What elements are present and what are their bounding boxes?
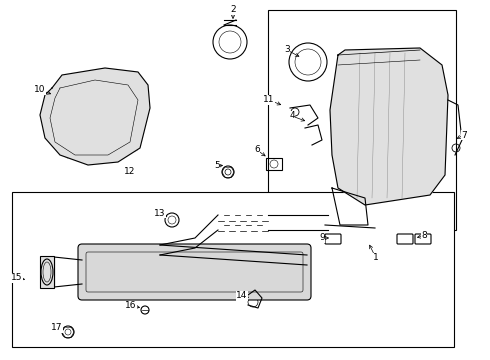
- Text: 3: 3: [284, 45, 290, 54]
- Bar: [268, 10, 456, 230]
- Text: 10: 10: [34, 85, 46, 94]
- Text: 2: 2: [230, 5, 236, 14]
- Text: 11: 11: [263, 95, 275, 104]
- Bar: [40, 256, 54, 288]
- FancyBboxPatch shape: [78, 244, 311, 300]
- Text: 5: 5: [214, 162, 220, 171]
- Text: 14: 14: [236, 292, 247, 301]
- Text: 4: 4: [289, 112, 295, 121]
- Text: 13: 13: [154, 208, 166, 217]
- Text: 16: 16: [125, 302, 137, 310]
- Text: 6: 6: [254, 145, 260, 154]
- Polygon shape: [40, 68, 150, 165]
- Text: 15: 15: [11, 274, 23, 283]
- Text: 1: 1: [373, 253, 379, 262]
- Text: 8: 8: [421, 231, 427, 240]
- Bar: [12, 192, 454, 347]
- Text: 9: 9: [319, 234, 325, 243]
- Text: 17: 17: [51, 324, 63, 333]
- Bar: [266, 158, 282, 170]
- Text: 12: 12: [124, 167, 136, 176]
- Polygon shape: [330, 48, 448, 205]
- Text: 7: 7: [461, 130, 467, 139]
